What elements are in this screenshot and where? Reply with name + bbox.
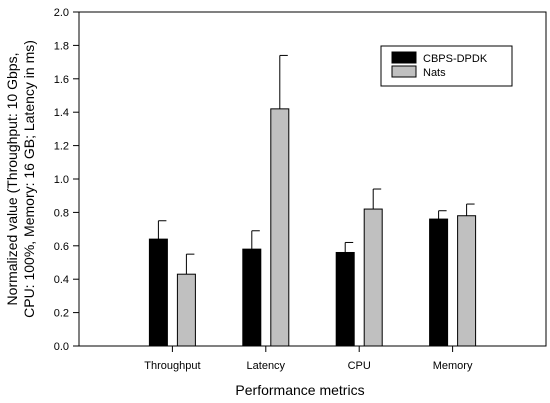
legend-swatch: [391, 65, 417, 78]
bar: [429, 218, 449, 347]
y-tick-label: 0.8: [54, 207, 69, 219]
x-axis-title: Performance metrics: [235, 382, 364, 398]
y-tick-label: 1.6: [54, 74, 69, 86]
x-tick-label: Latency: [247, 360, 286, 372]
y-tick-label: 1.2: [54, 141, 69, 153]
y-tick-label: 1.0: [54, 174, 69, 186]
bar: [457, 215, 477, 347]
plot-area: 0.0 0.2 0.4 0.6 0.8 1.0 1.2 1.4 1.6 1.8 2.0 Through…: [54, 7, 547, 372]
bar: [363, 208, 383, 347]
y-tick-label: 1.8: [54, 40, 69, 52]
bar: [148, 238, 168, 347]
bar: [242, 248, 262, 347]
bar: [335, 251, 355, 347]
y-tick-label: 1.4: [54, 107, 69, 119]
legend-swatch: [391, 51, 417, 64]
y-axis-title: Normalized value (Throughput: 10 Gbps, C…: [4, 40, 37, 318]
legend-label: CBPS-DPDK: [423, 53, 488, 65]
y-tick-label: 2.0: [54, 7, 69, 19]
legend: CBPS-DPDK Nats: [380, 45, 513, 87]
y-tick-label: 0.2: [54, 308, 69, 320]
x-tick-label: CPU: [348, 360, 371, 372]
bar: [270, 108, 290, 347]
x-tick-label: Throughput: [144, 360, 200, 372]
y-tick-label: 0.6: [54, 241, 69, 253]
y-axis-title-line-1: Normalized value (Throughput: 10 Gbps,: [4, 53, 20, 306]
y-tick-label: 0.4: [54, 274, 69, 286]
x-tick-label: Memory: [433, 360, 473, 372]
y-tick-label: 0.0: [54, 341, 69, 353]
legend-label: Nats: [423, 67, 446, 79]
bar: [176, 273, 196, 347]
y-axis-title-line-2: CPU: 100%, Memory: 16 GB; Latency in ms): [21, 40, 37, 318]
